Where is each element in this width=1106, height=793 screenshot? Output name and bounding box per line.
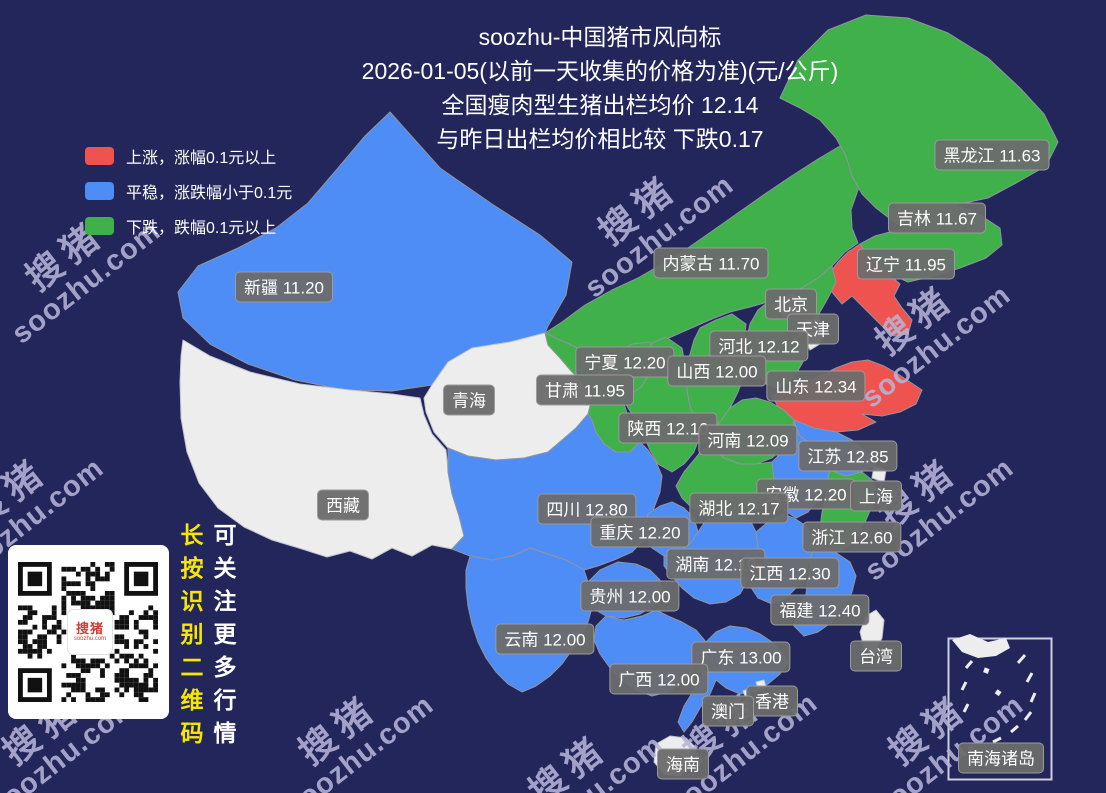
title-line-4: 与昨日出栏均价相比较 下跌0.17 [436,126,764,152]
legend-item-flat[interactable]: 平稳，涨跌幅小于0.1元 [85,173,292,208]
vertical-char: 长 [180,522,204,548]
vertical-char: 注 [213,588,237,614]
vertical-char: 情 [213,720,237,746]
soozhu-logo: 搜猪 soozhu.com [67,609,113,655]
region-澳门[interactable] [742,688,751,697]
region-香港[interactable] [755,679,767,690]
region-新疆[interactable] [177,111,573,392]
region-海南[interactable] [653,735,697,777]
vertical-char: 二 [180,654,204,680]
soozhu-logo-text: 搜猪 [75,620,104,636]
vertical-char: 识 [180,588,204,614]
vertical-char: 别 [180,621,204,647]
title-line-2: 2026-01-05(以前一天收集的价格为准)(元/公斤) [361,58,839,84]
title-line-1: soozhu-中国猪市风向标 [478,24,722,50]
qr-code-panel: 搜猪 soozhu.com [8,545,169,719]
vertical-text-scan-qr: 长按识别二维码 [179,521,205,752]
soozhu-logo-domain: soozhu.com [73,635,107,642]
region-西藏[interactable] [179,339,465,560]
legend-label: 平稳，涨跌幅小于0.1元 [126,184,293,202]
region-云南[interactable] [465,547,593,693]
chart-title: soozhu-中国猪市风向标 2026-01-05(以前一天收集的价格为准)(元… [150,20,1050,156]
legend-label: 下跌，跌幅0.1元以上 [126,219,277,237]
region-上海[interactable] [871,465,887,483]
vertical-char: 可 [213,522,237,548]
legend-swatch-up [85,146,114,165]
vertical-char: 码 [180,720,204,746]
region-台湾[interactable] [859,609,885,655]
vertical-char: 关 [213,555,237,581]
region-江西[interactable] [749,513,815,605]
region-广西[interactable] [593,609,707,697]
qr-code [18,562,158,702]
region-贵州[interactable] [583,561,663,619]
legend-item-up[interactable]: 上涨，涨幅0.1元以上 [85,138,292,173]
vertical-char: 多 [213,654,237,680]
title-line-3: 全国瘦肉型生猪出栏均价 12.14 [441,92,759,118]
vertical-char: 按 [180,555,204,581]
legend-swatch-down [85,216,114,235]
legend-label: 上涨，涨幅0.1元以上 [126,149,277,167]
vertical-text-follow-more: 可关注更多行情 [212,521,238,752]
vertical-char: 行 [213,687,237,713]
legend: 上涨，涨幅0.1元以上 平稳，涨跌幅小于0.1元 下跌，跌幅0.1元以上 [85,138,292,243]
region-浙江[interactable] [819,469,877,553]
south-china-sea-inset [947,634,1053,781]
vertical-char: 维 [180,687,204,713]
vertical-char: 更 [213,621,237,647]
region-黑龙江[interactable] [779,14,1059,229]
legend-item-down[interactable]: 下跌，跌幅0.1元以上 [85,208,292,243]
legend-swatch-flat [85,181,114,200]
